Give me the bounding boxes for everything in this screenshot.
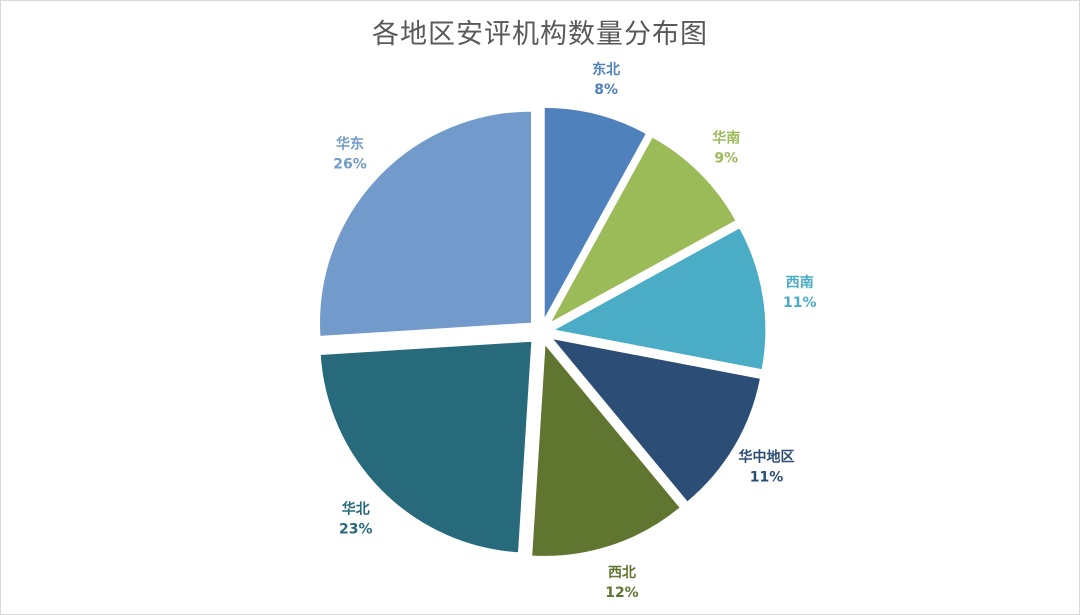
chart-title: 各地区安评机构数量分布图	[372, 19, 708, 50]
slice-percent-label: 12%	[605, 585, 639, 601]
slice-label: 西北	[608, 565, 636, 581]
slice-label: 华东	[336, 136, 364, 153]
pie-slice	[319, 340, 533, 554]
pie-slice	[543, 106, 648, 320]
pie-slice	[319, 110, 533, 337]
slice-label: 华中地区	[739, 448, 795, 465]
slice-percent-label: 8%	[594, 82, 618, 98]
slice-percent-label: 9%	[714, 151, 738, 167]
slice-percent-label: 26%	[333, 157, 367, 173]
slice-label: 西南	[786, 274, 814, 291]
pie-slice	[550, 337, 762, 503]
slice-label: 华南	[712, 130, 740, 147]
slice-percent-label: 11%	[750, 469, 784, 485]
pie-slice	[548, 136, 737, 325]
slice-label: 东北	[592, 61, 620, 78]
slice-percent-label: 11%	[783, 295, 817, 311]
slice-percent-label: 23%	[339, 521, 373, 537]
slice-label: 华北	[342, 500, 370, 517]
pie-slice	[552, 227, 767, 371]
pie-slice	[531, 343, 681, 557]
